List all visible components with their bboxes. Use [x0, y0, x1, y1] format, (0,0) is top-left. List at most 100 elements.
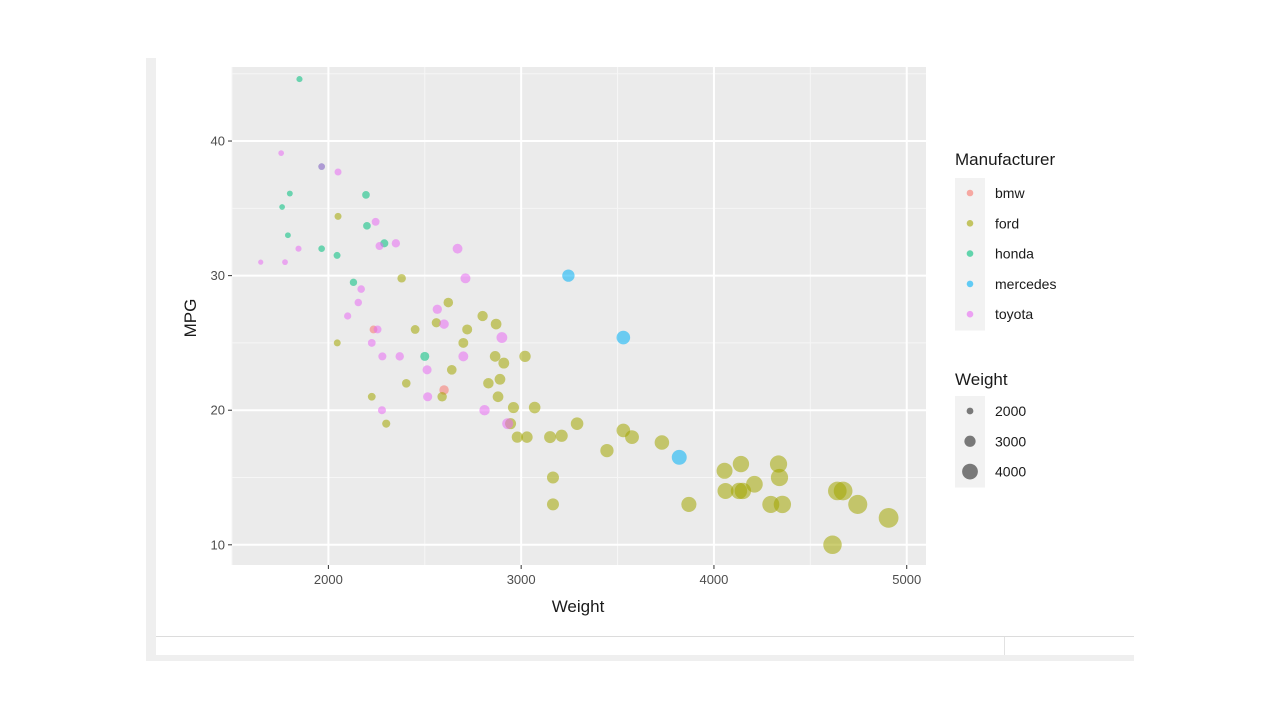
data-point-toyota [496, 332, 508, 343]
x-axis-title: Weight [552, 597, 605, 616]
data-point-ford [519, 350, 531, 363]
data-point-toyota [432, 304, 442, 314]
data-point-honda [420, 351, 430, 361]
data-point-toyota [378, 352, 387, 361]
data-point-mercedes [671, 449, 687, 465]
color-legend-title: Manufacturer [955, 150, 1055, 169]
data-point-toyota [375, 242, 384, 250]
data-point-honda [296, 76, 303, 83]
y-tick-label: 30 [211, 268, 225, 283]
size-legend-key-4000 [962, 463, 978, 480]
data-point-ford [458, 337, 469, 348]
size-legend-key-3000 [964, 435, 976, 447]
x-tick-label: 4000 [699, 572, 728, 587]
data-point-toyota [439, 319, 449, 329]
x-tick-label: 3000 [507, 572, 536, 587]
size-legend-label-2000: 2000 [995, 403, 1026, 419]
data-point-toyota [318, 163, 325, 170]
size-legend-label-3000: 3000 [995, 433, 1026, 449]
x-tick-label: 2000 [314, 572, 343, 587]
data-point-ford [570, 417, 584, 430]
data-point-ford [746, 475, 763, 493]
data-point-ford [878, 507, 899, 528]
data-point-ford [490, 318, 502, 330]
data-point-ford [823, 535, 842, 555]
data-point-ford [681, 496, 697, 513]
legend-label-bmw: bmw [995, 185, 1025, 201]
data-point-toyota [395, 352, 404, 361]
color-legend: Manufacturer bmw ford honda mercedes toyota [955, 150, 1056, 331]
legend-label-toyota: toyota [995, 306, 1033, 322]
size-legend-key-2000 [966, 407, 974, 415]
data-point-ford [334, 212, 342, 220]
data-point-ford [489, 351, 501, 362]
data-point-toyota [502, 418, 514, 430]
data-point-ford [625, 430, 639, 445]
data-point-ford [397, 274, 406, 283]
data-point-toyota [258, 259, 264, 265]
data-point-ford [498, 357, 510, 369]
legend-label-ford: ford [995, 215, 1019, 231]
data-point-ford [477, 310, 488, 322]
data-point-ford [769, 455, 788, 473]
legend-key-bmw [966, 189, 974, 197]
legend-key-ford [966, 220, 974, 227]
data-point-toyota [367, 339, 376, 347]
major-gridlines [232, 67, 926, 565]
data-point-toyota [344, 312, 352, 320]
legend-key-honda [966, 250, 974, 257]
data-point-ford [431, 318, 441, 328]
frame-divider-line [156, 636, 1134, 637]
frame-left-border [146, 58, 156, 661]
data-point-mercedes [616, 330, 631, 345]
data-points [258, 76, 899, 555]
frame-bottom-border [146, 655, 1134, 661]
data-point-ford [848, 494, 868, 514]
data-point-ford [528, 401, 541, 414]
legend-label-honda: honda [995, 246, 1034, 262]
axes: 2000 3000 4000 5000 10 20 30 40 [211, 134, 922, 587]
data-point-ford [511, 431, 523, 443]
data-point-toyota [377, 406, 386, 415]
data-point-ford [654, 435, 670, 450]
data-point-ford [507, 401, 520, 414]
legend-key-mercedes [966, 280, 974, 288]
data-point-ford [770, 468, 789, 487]
data-point-ford [546, 471, 559, 484]
legend-label-mercedes: mercedes [995, 276, 1056, 292]
data-point-honda [318, 245, 325, 253]
data-point-toyota [334, 168, 342, 176]
data-point-ford [410, 325, 420, 334]
y-tick-label: 40 [211, 134, 225, 149]
data-point-ford [437, 392, 447, 402]
data-point-ford [446, 365, 457, 375]
data-point-honda [286, 190, 293, 197]
data-point-toyota [391, 239, 401, 248]
data-point-honda [284, 232, 291, 239]
data-point-ford [717, 482, 734, 499]
data-point-ford [600, 443, 614, 458]
data-point-toyota [357, 285, 365, 293]
frame-divider-tick [1004, 637, 1005, 655]
data-point-ford [401, 378, 411, 388]
y-axis-title: MPG [181, 299, 200, 338]
y-tick-label: 10 [211, 537, 225, 552]
size-legend-label-4000: 4000 [995, 464, 1026, 480]
data-point-ford [443, 297, 454, 308]
data-point-ford [521, 431, 533, 443]
x-tick-label: 5000 [892, 572, 921, 587]
data-point-ford [555, 429, 568, 442]
data-point-ford [544, 431, 557, 444]
data-point-toyota [479, 405, 490, 416]
data-point-toyota [373, 325, 382, 334]
data-point-honda [363, 221, 371, 230]
data-point-ford [462, 324, 473, 335]
data-point-toyota [295, 245, 302, 252]
data-point-honda [279, 204, 285, 210]
data-point-honda [333, 251, 341, 259]
size-legend-title: Weight [955, 370, 1008, 389]
data-point-ford [833, 481, 853, 501]
data-point-ford [483, 378, 494, 389]
data-point-ford [382, 419, 391, 428]
